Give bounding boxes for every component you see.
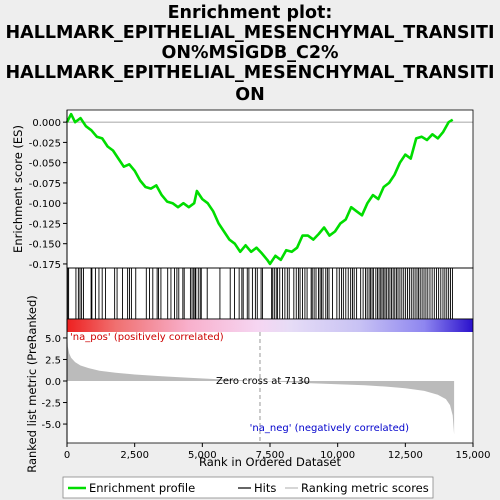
- es-y-axis: 0.000 -0.025 -0.050 -0.075 -0.100 -0.125 -0.15…: [29, 110, 68, 271]
- es-y-tick-label: -0.025: [29, 138, 61, 149]
- pos-correlated-label: 'na_pos' (positively correlated): [70, 332, 224, 343]
- x-axis: 0 2,500 5,000 7,500 10,000 12,500 15,000: [64, 443, 491, 461]
- x-tick-label: 7,500: [256, 450, 285, 461]
- metric-y-tick-label: 2.5: [45, 355, 61, 366]
- x-tick-label: 15,000: [456, 450, 491, 461]
- es-y-tick-label: -0.075: [29, 179, 61, 190]
- es-y-tick-label: -0.175: [29, 260, 61, 271]
- es-y-tick-label: -0.125: [29, 219, 61, 230]
- title-line-3: ON%MSIGDB_C2%: [161, 43, 339, 63]
- x-tick-label: 0: [64, 450, 70, 461]
- metric-y-tick-label: 0.0: [45, 377, 61, 388]
- neg-correlated-label: 'na_neg' (negatively correlated): [250, 423, 409, 434]
- metric-y-tick-label: -5.0: [41, 420, 61, 431]
- title-line-4: HALLMARK_EPITHELIAL_MESENCHYMAL_TRANSITI: [5, 63, 495, 83]
- x-tick-label: 12,500: [388, 450, 423, 461]
- hits-marks: [67, 268, 453, 319]
- es-y-tick-label: -0.050: [29, 159, 61, 170]
- es-y-tick-label: 0.000: [32, 118, 61, 129]
- es-series-line: [65, 112, 454, 266]
- legend: Enrichment profile Hits Ranking metric sco…: [62, 476, 434, 499]
- legend-label-metric: Ranking metric scores: [301, 481, 429, 495]
- title-line-2: HALLMARK_EPITHELIAL_MESENCHYMAL_TRANSITI: [5, 23, 495, 43]
- x-tick-label: 5,000: [188, 450, 217, 461]
- metric-area: [67, 333, 455, 435]
- x-tick-label: 2,500: [120, 450, 149, 461]
- title-line-5: ON: [235, 85, 265, 105]
- metric-y-axis: 5.0 2.5 0.0 -2.5 -5.0: [41, 319, 68, 443]
- x-tick-label: 10,000: [320, 450, 355, 461]
- x-axis-label: Rank in Ordered Dataset: [199, 455, 342, 469]
- es-y-tick-label: -0.150: [29, 240, 61, 251]
- metric-y-tick-label: 5.0: [45, 334, 61, 345]
- es-y-tick-label: -0.100: [29, 199, 61, 210]
- metric-y-axis-label: Ranked list metric (PreRanked): [25, 295, 39, 473]
- legend-label-es: Enrichment profile: [89, 481, 195, 495]
- es-panel-bg: [67, 110, 473, 268]
- zero-cross-label: Zero cross at 7130: [216, 376, 310, 387]
- metric-y-tick-label: -2.5: [41, 399, 61, 410]
- rank-color-bar: [67, 319, 473, 332]
- es-y-axis-label: Enrichment score (ES): [11, 125, 25, 253]
- legend-label-hits: Hits: [254, 481, 276, 495]
- title-line-1: Enrichment plot:: [167, 3, 333, 23]
